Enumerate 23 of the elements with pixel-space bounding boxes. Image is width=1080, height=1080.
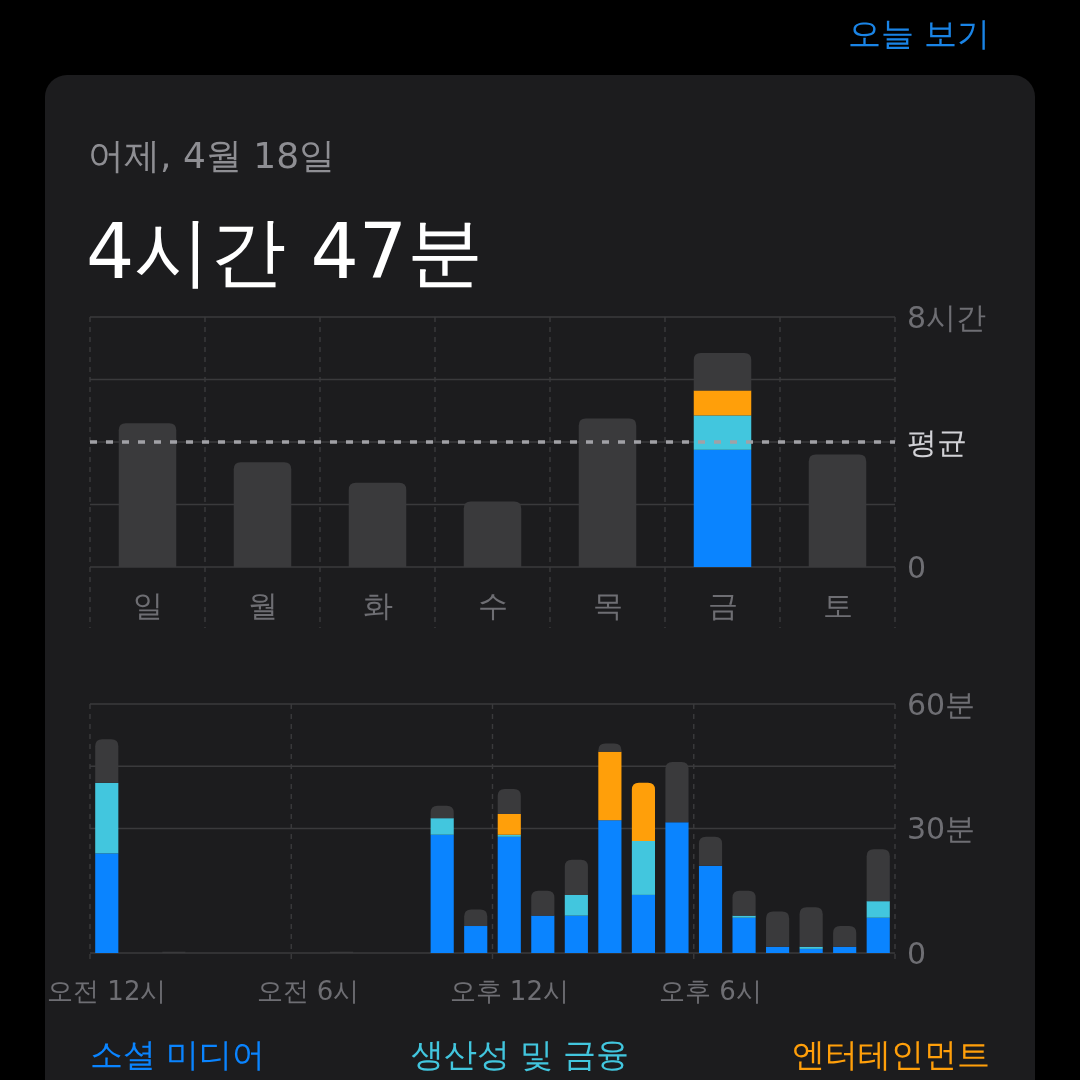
text: 소셜 미디어 bbox=[90, 1035, 266, 1074]
x-tick-label: 오후 12시 bbox=[449, 976, 569, 1006]
x-tick-label: 목 bbox=[592, 588, 623, 623]
chart-title: 4시간 47분 bbox=[86, 207, 484, 296]
y-tick-label: 30분 bbox=[907, 811, 976, 846]
x-tick-label: 화 bbox=[362, 588, 393, 623]
x-tick-label: 토 bbox=[822, 588, 853, 623]
x-tick-label: 오전 6시 bbox=[256, 976, 360, 1006]
y-tick-label: 0 bbox=[907, 935, 927, 971]
text: 엔터테인먼트 bbox=[792, 1035, 990, 1074]
ref-line-label: 평균 bbox=[907, 424, 967, 460]
x-tick-label: 금 bbox=[707, 588, 738, 623]
x-tick-label: 오전 12시 bbox=[47, 976, 167, 1006]
x-tick-label: 오후 6시 bbox=[659, 976, 762, 1006]
x-tick-label: 수 bbox=[477, 588, 508, 623]
y-tick-label: 8시간 bbox=[907, 299, 987, 335]
y-tick-label: 60분 bbox=[907, 686, 976, 722]
text: 생산성 및 금융 bbox=[410, 1035, 630, 1074]
y-tick-label: 0 bbox=[907, 549, 927, 585]
chart-subtitle: 어제, 4월 18일 bbox=[88, 135, 336, 176]
text: 오늘 보기 bbox=[847, 14, 990, 53]
x-tick-label: 월 bbox=[247, 588, 278, 623]
x-tick-label: 일 bbox=[132, 588, 163, 623]
